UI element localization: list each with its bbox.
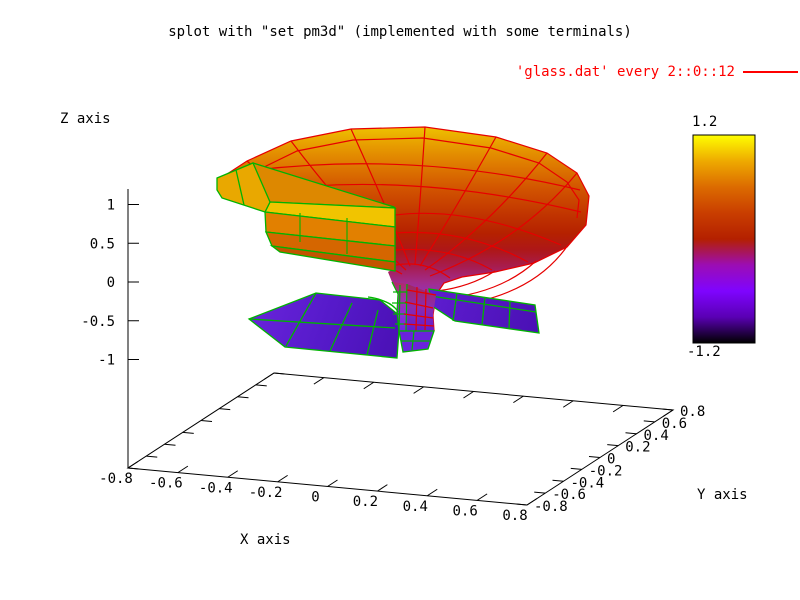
y-tick <box>661 408 674 411</box>
y-tick-mirror <box>255 384 267 387</box>
z-tick-label: -1 <box>98 353 115 369</box>
y-tick-mirror <box>273 372 286 375</box>
x-tick <box>426 488 438 497</box>
x-tick-label: 0.2 <box>353 494 378 510</box>
y-tick <box>570 467 582 470</box>
colorbox-min-label: -1.2 <box>687 344 721 360</box>
legend-label: 'glass.dat' every 2::0::12 <box>515 64 735 80</box>
y-tick-label: 0.8 <box>680 404 705 420</box>
y-tick-label: 0.6 <box>662 416 687 432</box>
x-tick <box>177 465 189 474</box>
y-tick <box>607 444 619 447</box>
y-tick-label: -0.8 <box>534 499 568 515</box>
y-tick <box>625 432 637 435</box>
x-tick <box>476 493 488 501</box>
x-tick <box>227 470 239 478</box>
y-tick-mirror <box>127 467 140 470</box>
surface-bowl <box>220 126 590 332</box>
y-tick-label: -0.4 <box>571 475 605 491</box>
colorbox <box>692 134 756 344</box>
surface-base-petals <box>247 288 540 359</box>
y-tick <box>534 491 546 494</box>
plot-title: splot with "set pm3d" (implemented with … <box>168 24 632 40</box>
y-tick-mirror <box>146 455 158 458</box>
axes-3d: -0.8 -0.6 -0.4 -0.2 0 0.2 0.4 0.6 0.8-0.8-0.6-0.… <box>81 189 705 524</box>
x-tick <box>327 479 338 487</box>
x-tick <box>526 498 538 506</box>
x-tick-label: 0.8 <box>502 508 527 524</box>
x-axis-title: X axis <box>240 532 291 548</box>
z-tick-label: 0 <box>107 275 115 291</box>
x-tick-label: -0.6 <box>149 476 183 492</box>
y-tick-mirror <box>237 396 249 399</box>
x-tick-label: 0.6 <box>452 503 477 519</box>
y-tick-label: 0 <box>607 452 615 468</box>
x-tick-label: 0 <box>311 490 319 506</box>
z-tick-label: 0.5 <box>90 236 115 252</box>
x-tick <box>377 484 388 492</box>
x-tick-mirror <box>562 400 574 408</box>
x-tick-mirror <box>513 395 524 404</box>
legend-line-sample <box>743 71 798 73</box>
right-petal-mesh <box>430 292 537 330</box>
colorbox-max-label: 1.2 <box>692 114 718 130</box>
x-tick-mirror <box>363 381 375 390</box>
x-tick-mirror <box>612 404 624 413</box>
z-tick-label: 1 <box>107 198 115 214</box>
colorbox-gradient <box>692 134 756 344</box>
y-axis-title: Y axis <box>697 487 748 503</box>
x-tick-label: 0.4 <box>403 499 428 515</box>
x-tick-label: -0.4 <box>199 480 233 496</box>
y-tick-label: -0.6 <box>552 487 586 503</box>
x-tick <box>277 474 288 483</box>
x-tick-label: -0.8 <box>99 471 133 487</box>
y-tick-mirror <box>200 420 213 422</box>
x-tick-mirror <box>463 391 474 399</box>
x-tick <box>127 461 139 469</box>
y-tick <box>588 456 601 458</box>
y-tick <box>515 503 528 506</box>
stem-mesh-red <box>403 286 437 332</box>
x-tick-label: -0.2 <box>249 485 283 501</box>
z-tick-label: -0.5 <box>81 314 115 330</box>
y-tick-label: 0.4 <box>644 428 669 444</box>
y-tick-mirror <box>164 443 176 446</box>
surface-front-strip <box>398 330 435 353</box>
y-tick-label: -0.2 <box>589 463 623 479</box>
surface-glass <box>216 126 590 359</box>
x-tick-mirror <box>662 409 674 417</box>
y-tick <box>552 479 564 482</box>
y-tick-label: 0.2 <box>625 440 650 456</box>
y-tick-mirror <box>219 408 231 411</box>
y-tick <box>643 420 655 423</box>
z-axis-title: Z axis <box>60 111 111 127</box>
left-petal-mesh <box>248 292 396 356</box>
x-tick-mirror <box>313 377 325 385</box>
x-tick-mirror <box>413 386 424 394</box>
legend-entry: 'glass.dat' every 2::0::12 <box>516 64 798 80</box>
surface-near-band <box>216 162 397 272</box>
y-tick-mirror <box>182 431 194 434</box>
x-tick-mirror <box>263 372 275 380</box>
surface-stem <box>367 281 437 353</box>
